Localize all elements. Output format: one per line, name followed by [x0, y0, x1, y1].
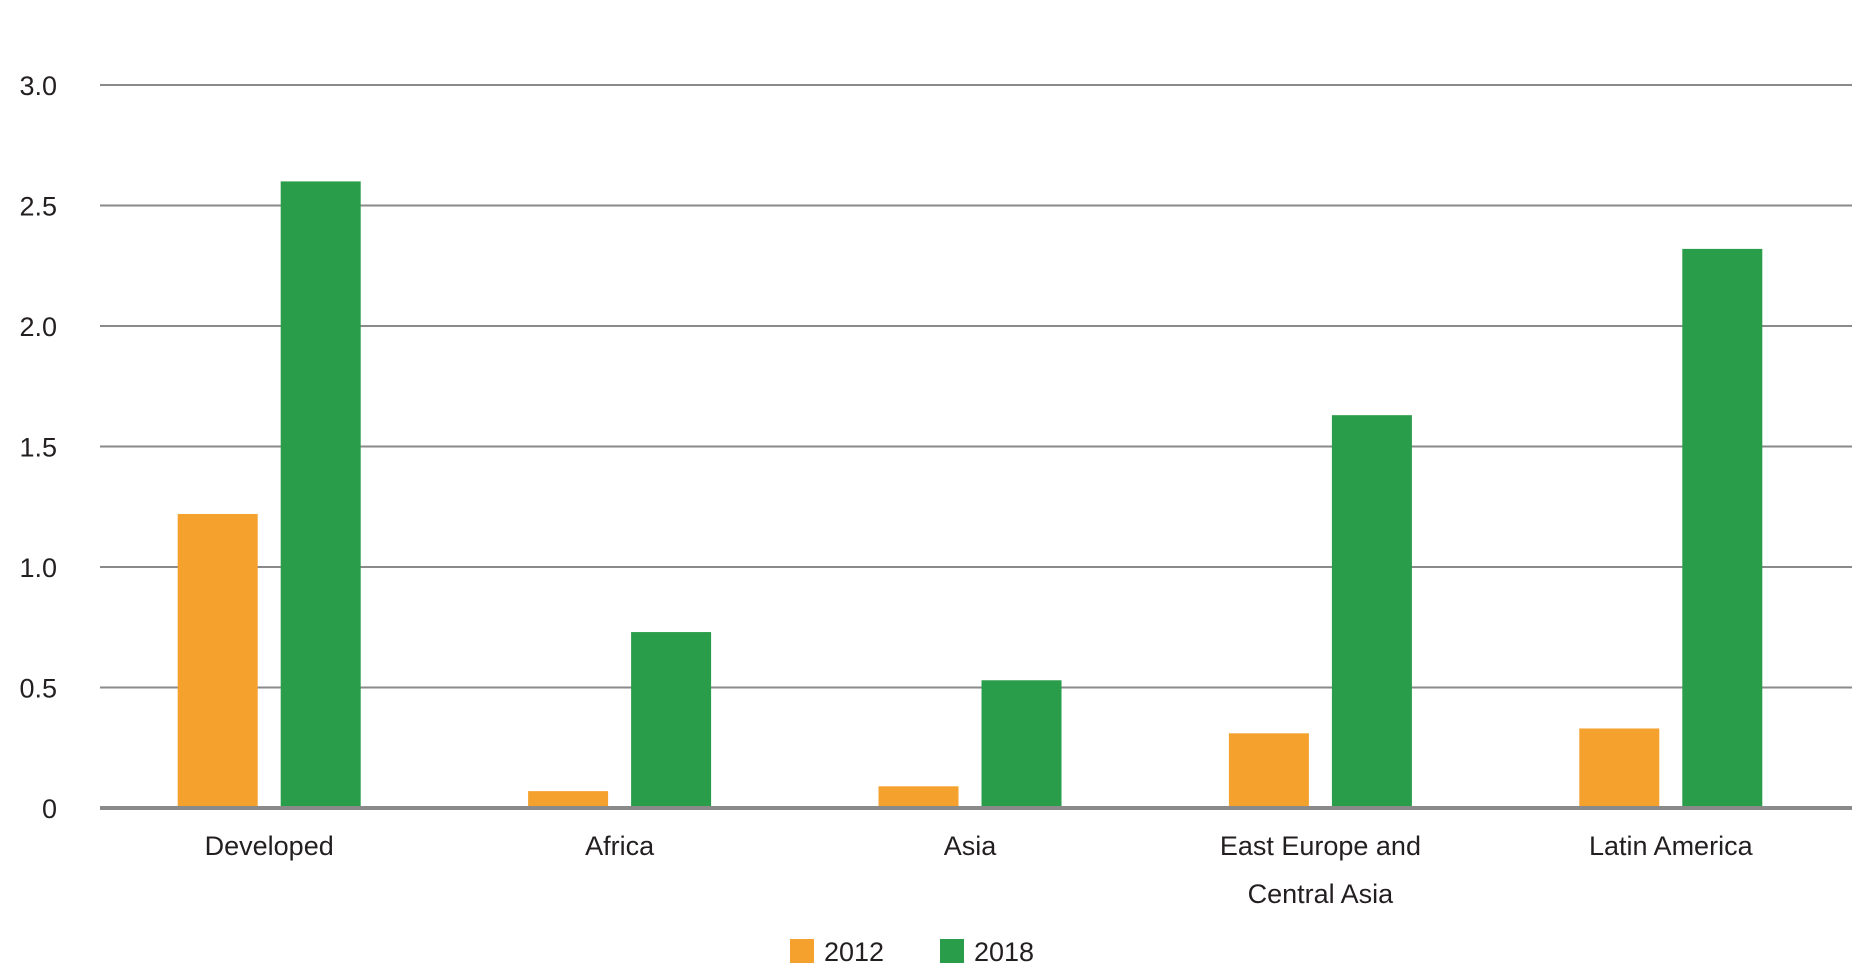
x-tick-label: East Europe and Central Asia [1220, 831, 1421, 909]
legend: 2012 2018 [790, 937, 1034, 967]
y-tick-label: 0 [42, 794, 57, 824]
x-tick-label-line: East Europe and [1220, 831, 1421, 861]
x-tick-label: Africa [585, 831, 655, 861]
legend-swatch-2012 [790, 939, 814, 963]
x-tick-label-line: Asia [944, 831, 998, 861]
x-tick-label-line: Africa [585, 831, 655, 861]
y-tick-label: 2.0 [19, 312, 57, 342]
x-axis-labels: Developed Africa Asia East Europe and Centra… [205, 831, 1754, 909]
bar-2012-east-europe-and-central-asia [1228, 733, 1309, 808]
legend-label-2018: 2018 [974, 937, 1034, 967]
x-tick-label: Developed [205, 831, 334, 861]
bars [177, 181, 1763, 808]
x-tick-label-line: Developed [205, 831, 334, 861]
y-axis-ticks: 0 0.5 1.0 1.5 2.0 2.5 3.0 [19, 71, 57, 824]
bar-2018-asia [981, 680, 1062, 808]
y-tick-label: 0.5 [19, 674, 57, 704]
bar-2018-developed [280, 181, 361, 808]
x-tick-label: Asia [944, 831, 998, 861]
y-tick-label: 2.5 [19, 192, 57, 222]
bar-2012-asia [878, 786, 959, 808]
bar-2018-latin-america [1682, 248, 1763, 808]
bar-2012-africa [528, 791, 609, 808]
y-tick-label: 3.0 [19, 71, 57, 101]
legend-label-2012: 2012 [824, 937, 884, 967]
gridlines [100, 84, 1852, 689]
bar-2018-east-europe-and-central-asia [1331, 415, 1412, 808]
bar-2012-developed [177, 513, 258, 808]
y-tick-label: 1.0 [19, 553, 57, 583]
x-tick-label-line: Central Asia [1248, 879, 1395, 909]
legend-swatch-2018 [940, 939, 964, 963]
x-tick-label-line: Latin America [1589, 831, 1754, 861]
bar-2012-latin-america [1579, 728, 1660, 808]
x-tick-label: Latin America [1589, 831, 1754, 861]
bar-2018-africa [631, 632, 712, 808]
y-tick-label: 1.5 [19, 433, 57, 463]
